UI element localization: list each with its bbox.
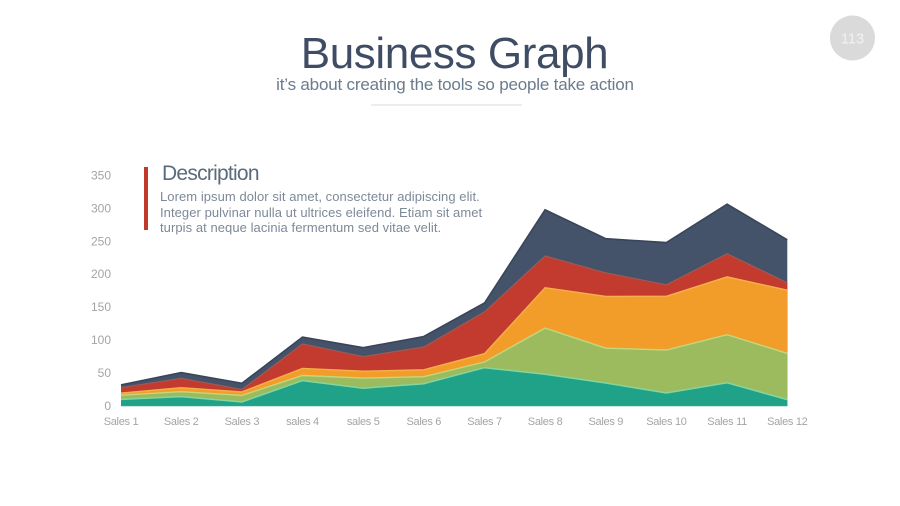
svg-text:0: 0 xyxy=(104,399,111,413)
svg-text:Sales 8: Sales 8 xyxy=(528,416,563,428)
svg-text:113: 113 xyxy=(841,31,864,47)
svg-text:300: 300 xyxy=(91,201,111,215)
svg-text:Sales 6: Sales 6 xyxy=(407,416,442,428)
svg-text:Sales 9: Sales 9 xyxy=(589,416,624,428)
svg-text:Sales 12: Sales 12 xyxy=(767,416,808,428)
svg-text:Sales 11: Sales 11 xyxy=(707,416,747,428)
svg-text:sales 4: sales 4 xyxy=(286,416,319,428)
svg-text:200: 200 xyxy=(91,267,111,281)
svg-text:250: 250 xyxy=(91,234,111,248)
svg-text:Sales 2: Sales 2 xyxy=(164,416,199,428)
svg-text:sales 5: sales 5 xyxy=(347,416,380,428)
svg-text:100: 100 xyxy=(91,333,111,347)
svg-text:Sales 3: Sales 3 xyxy=(225,416,260,428)
svg-text:150: 150 xyxy=(91,300,111,314)
svg-text:50: 50 xyxy=(98,366,112,380)
svg-text:Sales 7: Sales 7 xyxy=(467,416,502,428)
svg-text:350: 350 xyxy=(91,169,111,183)
svg-text:Sales 10: Sales 10 xyxy=(646,416,687,428)
svg-text:Sales 1: Sales 1 xyxy=(104,416,139,428)
